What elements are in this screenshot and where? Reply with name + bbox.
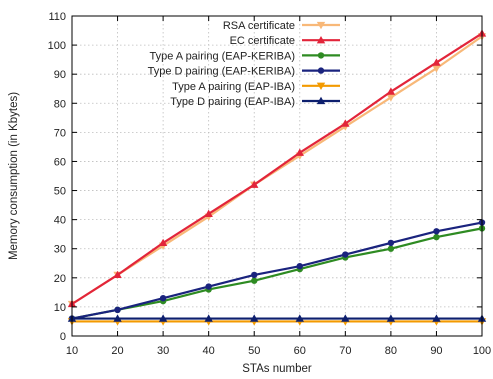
legend-swatch-marker <box>316 21 326 30</box>
legend-label: Type D pairing (EAP-IBA) <box>170 96 295 108</box>
legend-entry: RSA certificate <box>223 20 340 32</box>
legend: RSA certificate EC certificate Type A pair… <box>148 20 340 108</box>
x-tick-label: 50 <box>248 345 260 357</box>
data-point <box>296 262 303 270</box>
x-tick-label: 40 <box>203 345 215 357</box>
data-point <box>113 270 122 279</box>
series-2 <box>67 29 487 308</box>
x-tick-label: 100 <box>473 345 491 357</box>
data-point <box>341 119 350 127</box>
y-tick-label: 80 <box>54 98 66 110</box>
data-point <box>432 65 441 73</box>
data-point <box>113 314 122 322</box>
data-point <box>386 87 396 95</box>
legend-swatch-marker <box>316 36 326 44</box>
x-tick-label: 20 <box>111 345 123 357</box>
y-tick-label: 20 <box>54 273 66 285</box>
y-tick-label: 90 <box>54 69 66 81</box>
y-tick-label: 30 <box>54 244 66 256</box>
data-point <box>250 180 259 188</box>
legend-entry: Type D pairing (EAP-IBA) <box>170 96 340 108</box>
legend-swatch-marker <box>316 82 326 90</box>
y-tick-label: 100 <box>48 40 66 52</box>
legend-entry: Type A pairing (EAP-IBA) <box>172 81 340 93</box>
series-4 <box>68 219 486 322</box>
series-line <box>71 221 483 320</box>
legend-entry: Type D pairing (EAP-KERIBA) <box>148 66 340 78</box>
data-point <box>250 314 259 322</box>
x-tick-label: 70 <box>339 345 351 357</box>
data-point <box>432 58 441 66</box>
data-point <box>387 245 395 252</box>
grid-lines <box>72 16 482 336</box>
data-point <box>341 314 350 322</box>
data-point <box>342 251 349 258</box>
y-tick-label: 40 <box>54 215 66 227</box>
legend-swatch-marker <box>317 52 325 59</box>
data-point <box>433 233 440 241</box>
series-line <box>71 32 483 305</box>
data-point <box>204 314 213 322</box>
legend-label: EC certificate <box>230 35 295 47</box>
data-point <box>295 314 304 322</box>
legend-label: Type D pairing (EAP-KERIBA) <box>148 66 295 78</box>
y-tick-label: 10 <box>54 302 66 314</box>
legend-entry: EC certificate <box>230 35 340 47</box>
data-point <box>159 294 167 302</box>
data-point <box>386 94 396 102</box>
data-point <box>158 314 168 322</box>
data-point <box>386 314 396 322</box>
series-line <box>71 35 483 305</box>
legend-swatch-marker <box>317 67 325 74</box>
x-tick-label: 90 <box>430 345 442 357</box>
data-point <box>432 314 441 322</box>
data-point <box>204 209 213 217</box>
y-tick-label: 0 <box>60 331 66 343</box>
data-point <box>295 148 304 156</box>
legend-label: Type A pairing (EAP-IBA) <box>172 81 295 93</box>
y-tick-label: 60 <box>54 156 66 168</box>
x-tick-label: 80 <box>385 345 397 357</box>
legend-label: Type A pairing (EAP-KERIBA) <box>149 50 295 62</box>
data-point <box>158 238 168 247</box>
series-lines <box>67 29 487 326</box>
plot-frame <box>71 15 483 337</box>
y-tick-label: 110 <box>48 11 66 23</box>
data-point <box>387 239 395 247</box>
data-point <box>251 277 258 284</box>
legend-label: RSA certificate <box>223 20 295 32</box>
x-axis-title: STAs number <box>242 363 312 375</box>
y-tick-label: 70 <box>54 127 66 139</box>
series-6 <box>67 314 487 322</box>
legend-swatch-marker <box>316 96 326 105</box>
x-tick-label: 60 <box>294 345 306 357</box>
y-tick-label: 50 <box>54 186 66 198</box>
y-axis-title: Memory consumption (in Kbytes) <box>8 92 20 260</box>
series-line <box>71 227 483 320</box>
legend-entry: Type A pairing (EAP-KERIBA) <box>149 50 340 62</box>
data-point <box>251 271 258 279</box>
x-tick-label: 10 <box>66 345 78 357</box>
data-point <box>433 228 440 235</box>
x-tick-label: 30 <box>157 345 169 357</box>
data-point <box>205 283 212 290</box>
data-point <box>114 306 121 314</box>
